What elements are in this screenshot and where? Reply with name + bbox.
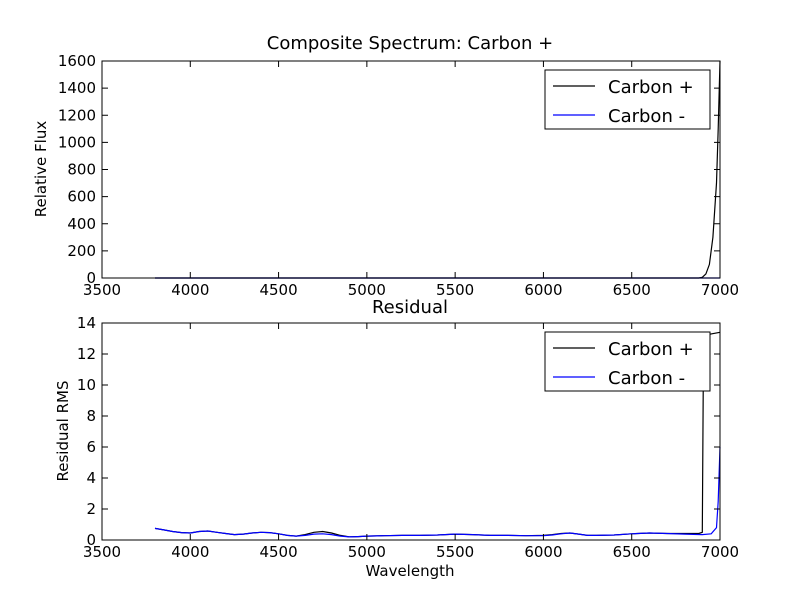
flux-x-tick-label-2: 4500 bbox=[259, 281, 297, 299]
residual-y-tick-label-7: 14 bbox=[77, 314, 96, 332]
residual-y-tick-label-6: 12 bbox=[77, 345, 96, 363]
flux-y-tick-label-6: 1200 bbox=[58, 106, 96, 124]
residual-x-tick-label-0: 3500 bbox=[83, 543, 121, 561]
flux-y-tick-label-4: 800 bbox=[67, 161, 96, 179]
flux-legend-label-carbon-plus: Carbon + bbox=[608, 77, 694, 98]
residual-panel: Residual 3500 4000 4500 5000 5500 6000 6500 700… bbox=[54, 297, 739, 580]
flux-x-tick-label-1: 4000 bbox=[171, 281, 209, 299]
residual-x-tick-label-2: 4500 bbox=[259, 543, 297, 561]
flux-legend-label-carbon-minus: Carbon - bbox=[608, 106, 685, 127]
residual-legend-label-carbon-minus: Carbon - bbox=[608, 368, 685, 389]
residual-y-tick-label-3: 6 bbox=[86, 438, 96, 456]
flux-y-tick-label-1: 200 bbox=[67, 242, 96, 260]
flux-y-tick-label-5: 1000 bbox=[58, 133, 96, 151]
residual-x-tick-label-3: 5000 bbox=[348, 543, 386, 561]
residual-legend-label-carbon-plus: Carbon + bbox=[608, 339, 694, 360]
flux-x-tick-label-6: 6500 bbox=[613, 281, 651, 299]
residual-y-tick-label-5: 10 bbox=[77, 376, 96, 394]
flux-x-tick-label-0: 3500 bbox=[83, 281, 121, 299]
residual-y-tick-label-0: 0 bbox=[86, 531, 96, 549]
residual-series-layer bbox=[154, 331, 721, 538]
flux-legend: Carbon + Carbon - bbox=[544, 69, 711, 130]
residual-legend: Carbon + Carbon - bbox=[544, 331, 711, 392]
flux-y-axis-label: Relative Flux bbox=[32, 121, 50, 218]
flux-y-tick-label-2: 400 bbox=[67, 215, 96, 233]
flux-y-tick-label-8: 1600 bbox=[58, 52, 96, 70]
residual-plot-frame bbox=[101, 322, 721, 541]
residual-y-tick-label-1: 2 bbox=[86, 500, 96, 518]
residual-series-line-1 bbox=[154, 446, 721, 538]
residual-legend-box bbox=[544, 331, 711, 392]
flux-x-tick-label-4: 5500 bbox=[436, 281, 474, 299]
residual-x-tick-label-1: 4000 bbox=[171, 543, 209, 561]
residual-x-tick-label-7: 7000 bbox=[701, 543, 739, 561]
residual-y-axis-label: Residual RMS bbox=[54, 380, 72, 481]
residual-panel-title: Residual bbox=[372, 297, 448, 318]
residual-x-axis-label: Wavelength bbox=[366, 562, 455, 580]
residual-x-tick-label-5: 6000 bbox=[524, 543, 562, 561]
residual-x-tick-label-4: 5500 bbox=[436, 543, 474, 561]
flux-panel-title: Composite Spectrum: Carbon + bbox=[267, 33, 553, 54]
flux-y-tick-label-3: 600 bbox=[67, 188, 96, 206]
residual-ticks-layer: 3500 4000 4500 5000 5500 6000 6500 7000 0 2 4 6 8 10 1… bbox=[77, 314, 739, 561]
flux-x-tick-label-3: 5000 bbox=[348, 281, 386, 299]
flux-ticks-layer: 3500 4000 4500 5000 5500 6000 6500 7000 0 200 400 6… bbox=[58, 52, 739, 299]
residual-y-tick-label-2: 4 bbox=[86, 469, 96, 487]
flux-y-tick-label-0: 0 bbox=[86, 269, 96, 287]
residual-y-tick-label-4: 8 bbox=[86, 407, 96, 425]
flux-x-tick-label-7: 7000 bbox=[701, 281, 739, 299]
flux-panel: Composite Spectrum: Carbon + 3500 4000 450… bbox=[32, 33, 739, 299]
residual-x-tick-label-6: 6500 bbox=[613, 543, 651, 561]
flux-y-tick-label-7: 1400 bbox=[58, 79, 96, 97]
flux-legend-box bbox=[544, 69, 711, 130]
flux-x-tick-label-5: 6000 bbox=[524, 281, 562, 299]
